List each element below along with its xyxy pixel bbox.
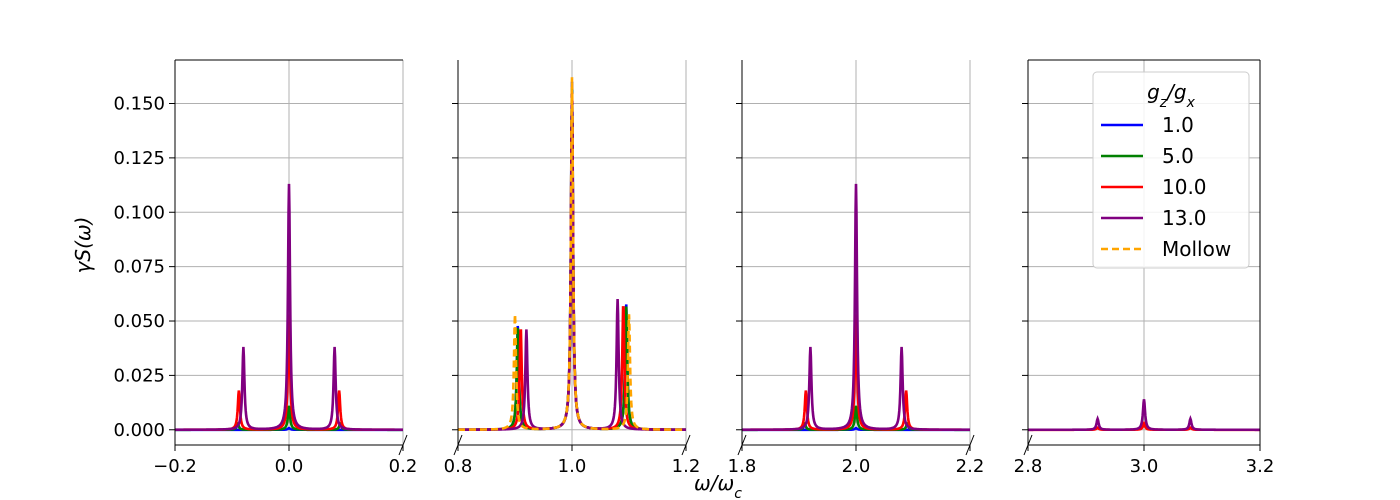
y-axis-label: γS(ω): [71, 217, 95, 274]
series-line-13-0-panel-3: [742, 183, 970, 432]
legend-label: 13.0: [1162, 206, 1207, 230]
x-tick-label: 0.8: [444, 456, 473, 477]
subplot-4: 2.8 3.0 3.2: [1014, 59, 1275, 477]
x-tick-label: 3.2: [1246, 456, 1275, 477]
y-tick-label: 0.150: [113, 94, 165, 115]
y-tick-label: 0.125: [113, 148, 165, 169]
series-line-mollow-panel-2: [458, 77, 686, 431]
x-tick-label: 2.0: [842, 456, 871, 477]
x-tick-label: 1.0: [558, 456, 587, 477]
panels-group: −0.2 0.0 0.2 0.000 0.025 0.050 0.075 0.100 0.125…: [113, 59, 1275, 477]
subplot-3: 1.8 2.0 2.2: [728, 60, 985, 477]
legend: gz/gx1.0 5.0 10.0 13.0 Mollow: [1092, 71, 1250, 269]
x-tick-label: 1.2: [672, 456, 701, 477]
x-tick-label: 2.8: [1014, 456, 1043, 477]
x-tick-label: −0.2: [153, 456, 197, 477]
y-tick-label: 0.000: [113, 420, 165, 441]
legend-title: gz/gx: [1147, 80, 1196, 111]
legend-label: 10.0: [1162, 175, 1207, 199]
legend-label: 5.0: [1162, 144, 1194, 168]
series-line-13-0-panel-4: [1028, 399, 1260, 432]
y-tick-label: 0.100: [113, 202, 165, 223]
x-tick-label: 1.8: [728, 456, 757, 477]
x-tick-label: 3.0: [1130, 456, 1159, 477]
legend-label: Mollow: [1162, 237, 1231, 261]
y-tick-label: 0.050: [113, 311, 165, 332]
x-tick-label: 0.0: [275, 456, 304, 477]
subplot-2: 0.8 1.0 1.2: [444, 60, 701, 477]
y-tick-label: 0.075: [113, 257, 165, 278]
legend-label: 1.0: [1162, 113, 1194, 137]
series-line-13-0-panel-1: [175, 183, 403, 432]
x-tick-label: 2.2: [956, 456, 985, 477]
x-tick-label: 0.2: [389, 456, 418, 477]
subplot-1: −0.2 0.0 0.2 0.000 0.025 0.050 0.075 0.100 0.125…: [113, 59, 418, 477]
y-tick-label: 0.025: [113, 365, 165, 386]
x-axis-label: ω/ωc: [694, 471, 742, 500]
